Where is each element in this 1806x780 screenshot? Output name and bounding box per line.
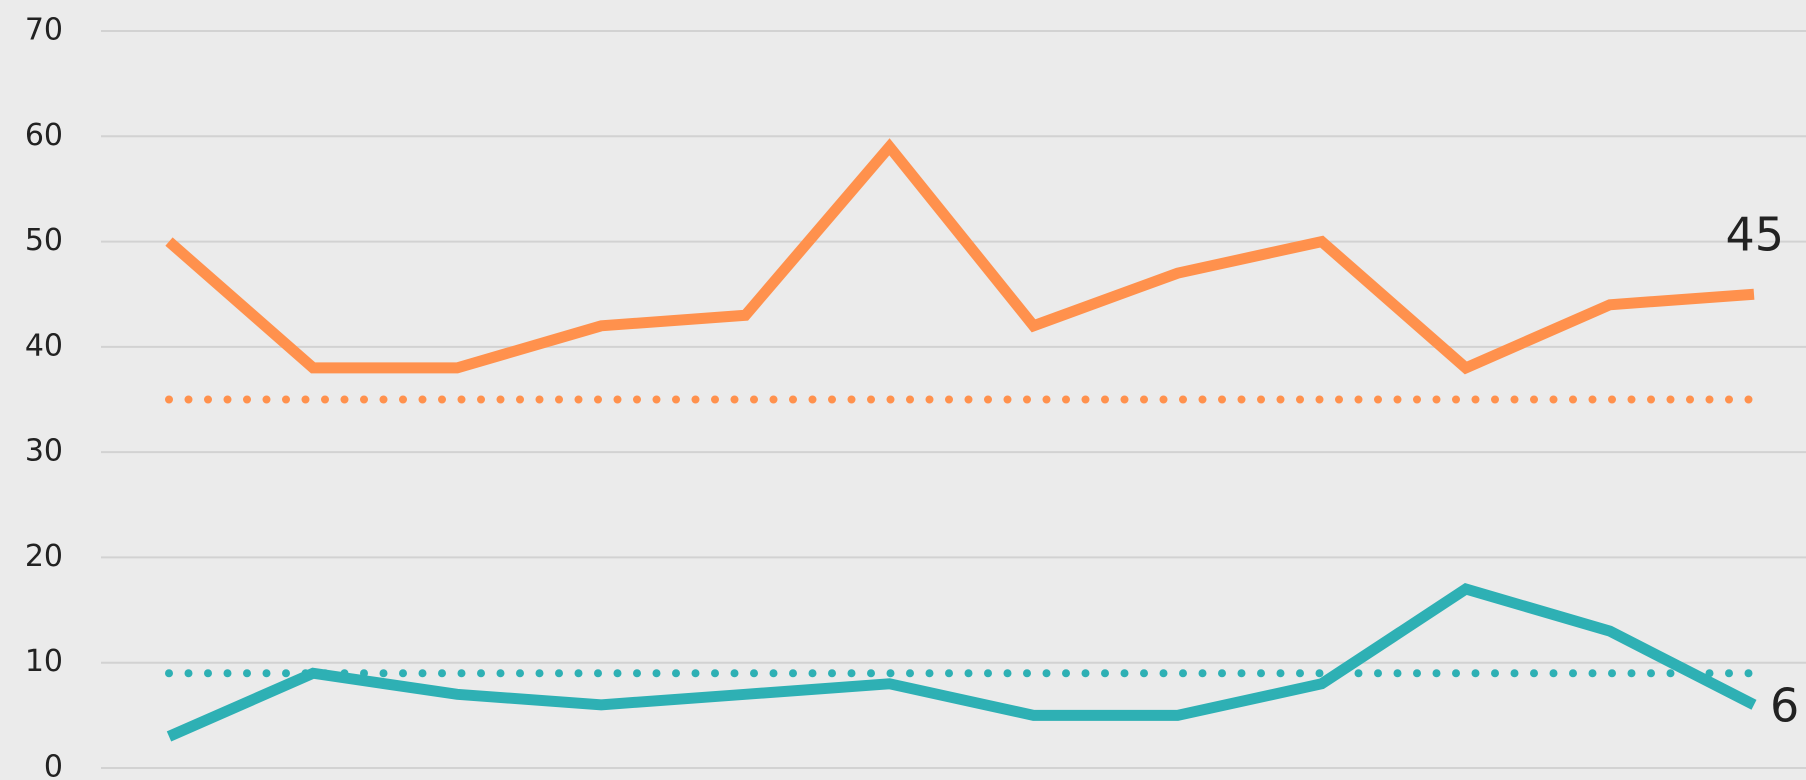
y-tick-label: 60 <box>25 118 63 153</box>
y-tick-label: 20 <box>25 539 63 574</box>
data-label: 45 <box>1725 208 1784 262</box>
y-tick-label: 40 <box>25 328 63 363</box>
series-line <box>165 138 1755 375</box>
y-tick-label: 10 <box>25 644 63 679</box>
data-label: 6 <box>1770 678 1799 732</box>
y-tick-label: 50 <box>25 223 63 258</box>
y-tick-label: 70 <box>25 13 63 48</box>
y-tick-label: 30 <box>25 434 63 469</box>
y-tick-label: 0 <box>44 750 63 780</box>
series-line <box>166 583 1757 742</box>
